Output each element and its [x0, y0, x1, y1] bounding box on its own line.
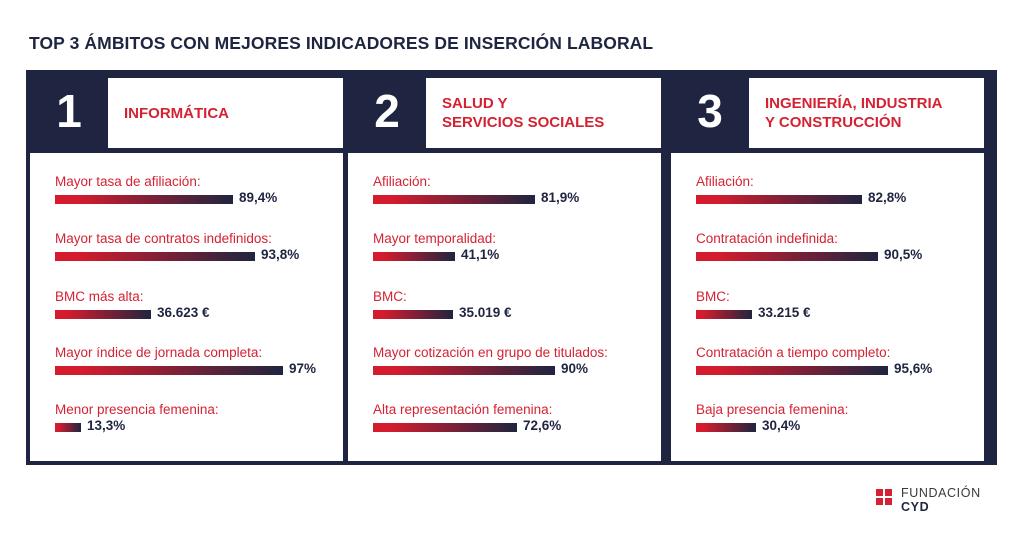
indicator-value: 13,3% — [87, 418, 126, 433]
panel-3: 3 INGENIERÍA, INDUSTRIA Y CONSTRUCCIÓN Afi… — [671, 74, 984, 461]
indicator-value: 35.019 € — [459, 305, 512, 320]
indicator-bar — [55, 310, 151, 319]
indicator-value: 33.215 € — [758, 305, 811, 320]
indicator-row: Mayor cotización en grupo de titulados: 9… — [373, 345, 663, 385]
indicator-row: BMC: 35.019 € — [373, 289, 663, 329]
indicator-bar — [55, 423, 81, 432]
indicator-bar — [55, 252, 255, 261]
indicator-bar — [55, 195, 233, 204]
indicator-row: Menor presencia femenina: 13,3% — [55, 402, 345, 442]
indicator-bar — [696, 310, 752, 319]
panel-body: Mayor tasa de afiliación: 89,4% Mayor tasa… — [30, 153, 343, 461]
panel-title-box: SALUD Y SERVICIOS SOCIALES — [426, 78, 661, 148]
indicator-bar — [373, 366, 555, 375]
indicator-value: 41,1% — [461, 247, 500, 262]
panel-2: 2 SALUD Y SERVICIOS SOCIALES Afiliación: 81… — [348, 74, 661, 461]
indicator-row: Afiliación: 82,8% — [696, 174, 986, 214]
indicator-row: Mayor temporalidad: 41,1% — [373, 231, 663, 271]
panels-frame: 1 INFORMÁTICA Mayor tasa de afiliación: 89,… — [26, 70, 997, 465]
indicator-row: Mayor tasa de afiliación: 89,4% — [55, 174, 345, 214]
panel-header: 2 SALUD Y SERVICIOS SOCIALES — [348, 74, 661, 148]
page-title: TOP 3 ÁMBITOS CON MEJORES INDICADORES DE… — [29, 33, 654, 53]
indicator-label: Mayor tasa de afiliación: — [55, 174, 201, 189]
indicator-bar — [373, 195, 535, 204]
indicator-row: Alta representación femenina: 72,6% — [373, 402, 663, 442]
indicator-row: Mayor tasa de contratos indefinidos: 93,8… — [55, 231, 345, 271]
indicator-value: 93,8% — [261, 247, 300, 262]
indicator-label: Menor presencia femenina: — [55, 402, 219, 417]
indicator-label: BMC: — [696, 289, 730, 304]
panel-header: 1 INFORMÁTICA — [30, 74, 343, 148]
indicator-row: Contratación indefinida: 90,5% — [696, 231, 986, 271]
indicator-label: Mayor índice de jornada completa: — [55, 345, 263, 360]
panel-title: INFORMÁTICA — [124, 104, 229, 122]
indicator-bar — [696, 252, 878, 261]
indicator-bar — [696, 423, 756, 432]
panel-1: 1 INFORMÁTICA Mayor tasa de afiliación: 89,… — [30, 74, 343, 461]
indicator-bar — [373, 252, 455, 261]
indicator-value: 95,6% — [894, 361, 933, 376]
logo-text-fundacion: FUNDACIÓN — [901, 486, 981, 500]
indicator-bar — [55, 366, 283, 375]
indicator-value: 90,5% — [884, 247, 923, 262]
indicator-value: 81,9% — [541, 190, 580, 205]
panel-title: SALUD Y SERVICIOS SOCIALES — [442, 95, 605, 131]
indicator-value: 36.623 € — [157, 305, 210, 320]
panel-title-box: INFORMÁTICA — [108, 78, 343, 148]
indicator-label: Contratación a tiempo completo: — [696, 345, 891, 360]
indicator-label: Baja presencia femenina: — [696, 402, 849, 417]
rank-number: 3 — [697, 85, 723, 137]
indicator-bar — [373, 423, 517, 432]
indicator-label: Contratación indefinida: — [696, 231, 838, 246]
indicator-bar — [696, 366, 888, 375]
indicator-label: Afiliación: — [696, 174, 754, 189]
indicator-row: Contratación a tiempo completo: 95,6% — [696, 345, 986, 385]
panel-header: 3 INGENIERÍA, INDUSTRIA Y CONSTRUCCIÓN — [671, 74, 984, 148]
indicator-row: Mayor índice de jornada completa: 97% — [55, 345, 345, 385]
panel-body: Afiliación: 81,9% Mayor temporalidad: 41,1%… — [348, 153, 661, 461]
logo-text-cyd: CYD — [901, 500, 930, 514]
indicator-bar — [696, 195, 862, 204]
indicator-value: 72,6% — [523, 418, 562, 433]
rank-number: 2 — [374, 85, 400, 137]
indicator-label: BMC más alta: — [55, 289, 144, 304]
logo-squares-icon — [876, 489, 896, 509]
indicator-value: 30,4% — [762, 418, 801, 433]
indicator-row: BMC: 33.215 € — [696, 289, 986, 329]
panel-body: Afiliación: 82,8% Contratación indefinida:… — [671, 153, 984, 461]
indicator-bar — [373, 310, 453, 319]
indicator-label: BMC: — [373, 289, 407, 304]
indicator-label: Afiliación: — [373, 174, 431, 189]
indicator-label: Mayor cotización en grupo de titulados: — [373, 345, 608, 360]
indicator-value: 89,4% — [239, 190, 278, 205]
indicator-row: BMC más alta: 36.623 € — [55, 289, 345, 329]
indicator-value: 82,8% — [868, 190, 907, 205]
rank-number: 1 — [56, 85, 82, 137]
panel-title-box: INGENIERÍA, INDUSTRIA Y CONSTRUCCIÓN — [749, 78, 984, 148]
indicator-value: 97% — [289, 361, 317, 376]
indicator-label: Mayor tasa de contratos indefinidos: — [55, 231, 272, 246]
fundacion-cyd-logo: FUNDACIÓN CYD — [876, 486, 996, 516]
indicator-row: Baja presencia femenina: 30,4% — [696, 402, 986, 442]
indicator-label: Alta representación femenina: — [373, 402, 553, 417]
panel-title: INGENIERÍA, INDUSTRIA Y CONSTRUCCIÓN — [765, 95, 943, 131]
indicator-label: Mayor temporalidad: — [373, 231, 497, 246]
indicator-value: 90% — [561, 361, 589, 376]
indicator-row: Afiliación: 81,9% — [373, 174, 663, 214]
